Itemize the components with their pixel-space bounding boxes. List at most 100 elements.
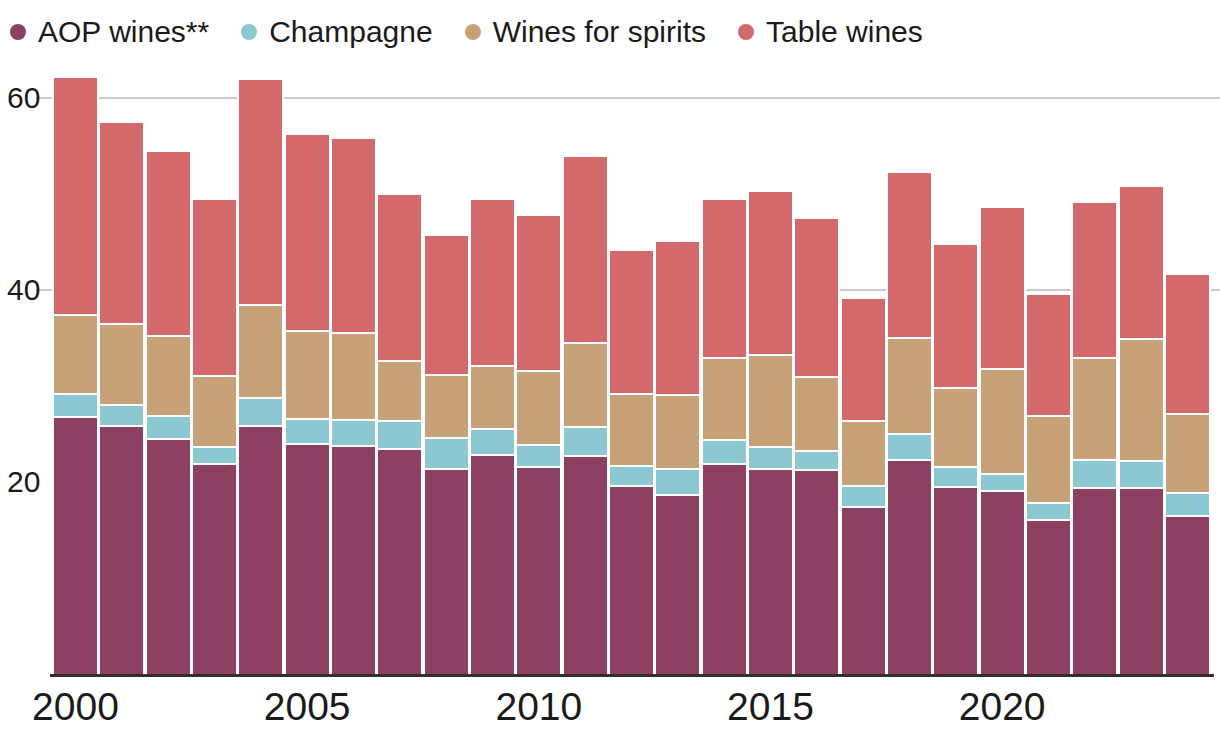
bar-segment-2007-wines-for-spirits: [378, 360, 421, 421]
bar-segment-2016-aop-wines-: [795, 469, 838, 674]
bar-segment-2010-wines-for-spirits: [517, 370, 560, 444]
bar-segment-2014-table-wines: [703, 200, 746, 357]
bar-segment-2008-table-wines: [425, 236, 468, 374]
legend-item-2: Wines for spirits: [465, 12, 706, 52]
x-axis-tick-label-2015: 2015: [727, 686, 814, 728]
bar-segment-2013-table-wines: [656, 242, 699, 395]
bar-segment-2015-wines-for-spirits: [749, 354, 792, 446]
bar-segment-2002-champagne: [147, 415, 190, 438]
bar-segment-2013-aop-wines-: [656, 494, 699, 674]
bar-segment-2012-champagne: [610, 465, 653, 485]
bar-segment-2004-aop-wines-: [239, 425, 282, 674]
bar-2005: [284, 135, 331, 674]
legend-dot-icon: [738, 24, 754, 40]
legend-item-0: AOP wines**: [10, 12, 209, 52]
bar-2004: [237, 80, 284, 674]
bar-segment-2019-wines-for-spirits: [934, 387, 977, 466]
bar-segment-2005-wines-for-spirits: [286, 330, 329, 418]
bar-segment-2018-table-wines: [888, 173, 931, 336]
bar-segment-2021-champagne: [1027, 502, 1070, 519]
bar-2007: [376, 195, 423, 674]
bar-segment-2007-aop-wines-: [378, 448, 421, 674]
bar-segment-2023-wines-for-spirits: [1120, 338, 1163, 460]
bar-2010: [515, 216, 562, 674]
chart-legend: AOP wines**ChampagneWines for spiritsTab…: [10, 12, 923, 52]
y-axis-tick-label-60: 60: [7, 82, 40, 114]
bar-segment-2006-champagne: [332, 419, 375, 445]
bar-segment-2021-wines-for-spirits: [1027, 415, 1070, 502]
bar-segment-2017-aop-wines-: [842, 506, 885, 674]
bar-2021: [1025, 295, 1072, 674]
bar-2008: [423, 236, 470, 674]
bar-segment-2019-aop-wines-: [934, 486, 977, 674]
bar-2013: [654, 242, 701, 674]
legend-dot-icon: [465, 24, 481, 40]
bar-segment-2018-wines-for-spirits: [888, 337, 931, 433]
bar-segment-2003-table-wines: [193, 200, 236, 375]
bar-segment-2001-wines-for-spirits: [100, 323, 143, 404]
bar-2020: [979, 208, 1026, 674]
bar-segment-2005-aop-wines-: [286, 443, 329, 674]
bar-2024: [1164, 275, 1211, 674]
x-axis-tick-label-2010: 2010: [495, 686, 582, 728]
bar-segment-2010-table-wines: [517, 216, 560, 371]
bar-segment-2006-table-wines: [332, 139, 375, 332]
bar-segment-2021-aop-wines-: [1027, 519, 1070, 674]
bar-segment-2022-table-wines: [1073, 203, 1116, 357]
bar-2006: [330, 139, 377, 674]
bar-segment-2011-wines-for-spirits: [564, 342, 607, 427]
bar-segment-2022-champagne: [1073, 459, 1116, 487]
bar-segment-2011-aop-wines-: [564, 455, 607, 674]
bar-segment-2006-aop-wines-: [332, 445, 375, 674]
bar-segment-2024-aop-wines-: [1166, 515, 1209, 674]
bar-segment-2013-wines-for-spirits: [656, 394, 699, 468]
bar-segment-2000-aop-wines-: [54, 416, 97, 674]
bar-segment-2007-champagne: [378, 420, 421, 448]
bar-segment-2020-aop-wines-: [981, 490, 1024, 674]
bar-segment-2012-table-wines: [610, 251, 653, 393]
bar-segment-2019-champagne: [934, 466, 977, 486]
legend-item-1: Champagne: [241, 12, 432, 52]
bar-segment-2019-table-wines: [934, 245, 977, 386]
bar-segment-2023-champagne: [1120, 460, 1163, 487]
bar-segment-2022-aop-wines-: [1073, 487, 1116, 674]
bar-segment-2003-champagne: [193, 446, 236, 462]
bar-2017: [840, 299, 887, 674]
y-axis-tick-label-20: 20: [7, 466, 40, 498]
bar-segment-2008-wines-for-spirits: [425, 374, 468, 436]
bar-segment-2016-wines-for-spirits: [795, 376, 838, 450]
x-axis-tick-label-2005: 2005: [264, 686, 351, 728]
bar-2011: [562, 157, 609, 674]
bar-segment-2001-aop-wines-: [100, 425, 143, 674]
gridline-60: [36, 97, 1220, 99]
bar-segment-2023-table-wines: [1120, 187, 1163, 338]
bar-segment-2012-wines-for-spirits: [610, 393, 653, 464]
bar-segment-2017-wines-for-spirits: [842, 420, 885, 484]
bar-segment-2001-table-wines: [100, 123, 143, 324]
bar-segment-2024-wines-for-spirits: [1166, 413, 1209, 493]
legend-label: Wines for spirits: [493, 12, 706, 52]
bar-segment-2004-champagne: [239, 397, 282, 425]
bar-2016: [793, 219, 840, 674]
bar-segment-2010-aop-wines-: [517, 466, 560, 674]
bar-segment-2000-wines-for-spirits: [54, 314, 97, 394]
bar-segment-2010-champagne: [517, 444, 560, 466]
bar-2001: [98, 123, 145, 674]
bar-2009: [469, 200, 516, 674]
bar-segment-2014-wines-for-spirits: [703, 357, 746, 439]
bar-2002: [145, 152, 192, 674]
bar-2023: [1118, 187, 1165, 674]
bar-segment-2022-wines-for-spirits: [1073, 357, 1116, 459]
y-axis-tick-label-40: 40: [7, 274, 40, 306]
bar-segment-2015-table-wines: [749, 192, 792, 354]
bar-segment-2011-table-wines: [564, 157, 607, 341]
legend-label: Champagne: [269, 12, 432, 52]
bar-2018: [886, 173, 933, 674]
bar-segment-2016-champagne: [795, 450, 838, 469]
bar-segment-2009-champagne: [471, 428, 514, 454]
bar-segment-2012-aop-wines-: [610, 485, 653, 674]
plot-area: 20406020002005201020152020: [0, 0, 1220, 740]
bar-segment-2002-wines-for-spirits: [147, 335, 190, 415]
bar-segment-2015-champagne: [749, 446, 792, 468]
bar-segment-2003-wines-for-spirits: [193, 375, 236, 446]
